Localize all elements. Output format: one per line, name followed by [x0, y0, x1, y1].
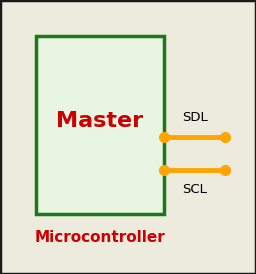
Text: SDL: SDL	[182, 111, 207, 124]
Text: SCL: SCL	[182, 182, 207, 196]
Text: Microcontroller: Microcontroller	[35, 230, 165, 244]
Bar	[36, 36, 164, 214]
Text: Master: Master	[56, 111, 143, 130]
